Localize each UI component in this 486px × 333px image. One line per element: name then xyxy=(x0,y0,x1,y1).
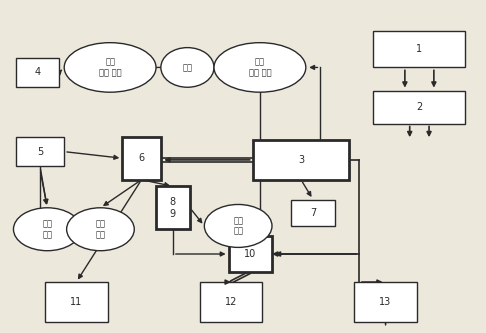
Text: 1: 1 xyxy=(417,44,422,54)
Text: 切换
指令: 切换 指令 xyxy=(233,216,243,236)
Text: 2: 2 xyxy=(416,102,422,112)
Text: 12: 12 xyxy=(225,297,237,307)
Bar xyxy=(156,186,190,229)
Text: 延时: 延时 xyxy=(182,63,192,72)
Bar xyxy=(122,137,161,180)
Text: 6: 6 xyxy=(139,153,145,163)
Ellipse shape xyxy=(67,208,134,251)
Bar xyxy=(354,282,417,322)
Text: 4: 4 xyxy=(35,67,41,77)
Bar xyxy=(373,31,465,68)
Bar xyxy=(373,91,465,124)
Bar xyxy=(228,236,272,272)
Text: 11: 11 xyxy=(70,297,83,307)
Text: 7: 7 xyxy=(310,208,316,218)
Text: 电压
建立: 电压 建立 xyxy=(42,219,52,239)
Text: 3: 3 xyxy=(298,155,304,165)
Ellipse shape xyxy=(214,43,306,92)
Text: 10: 10 xyxy=(244,249,257,259)
Text: 13: 13 xyxy=(380,297,392,307)
Ellipse shape xyxy=(14,208,81,251)
Bar xyxy=(200,282,262,322)
Bar xyxy=(291,199,335,226)
Ellipse shape xyxy=(204,204,272,247)
Ellipse shape xyxy=(64,43,156,92)
Bar xyxy=(16,137,64,166)
Ellipse shape xyxy=(161,48,214,87)
Text: 切换
指令: 切换 指令 xyxy=(95,219,105,239)
Bar xyxy=(16,58,59,87)
Text: 启动
停止 指令: 启动 停止 指令 xyxy=(99,58,122,77)
Bar xyxy=(45,282,108,322)
Text: 8
9: 8 9 xyxy=(170,197,176,218)
Bar xyxy=(253,140,349,180)
Text: 停止
供电 检测: 停止 供电 检测 xyxy=(249,58,271,77)
Text: 5: 5 xyxy=(37,147,43,157)
